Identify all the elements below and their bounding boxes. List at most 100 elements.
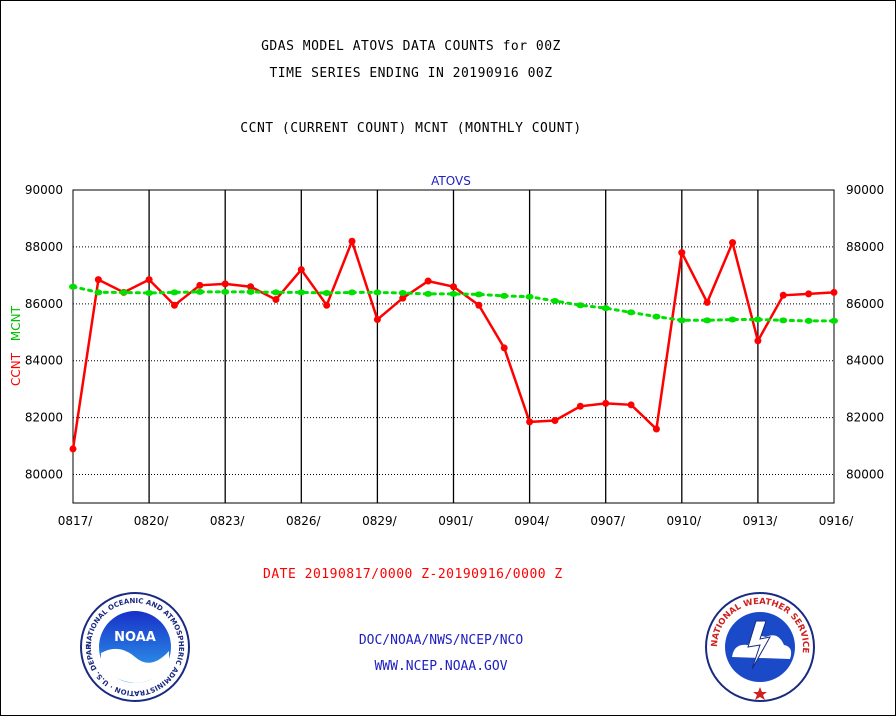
point-ccnt [373,315,381,323]
point-mcnt [297,289,306,296]
y-tick-label-right: 88000 [846,240,884,254]
point-mcnt [424,290,433,297]
point-ccnt [348,237,356,245]
point-mcnt [221,288,230,295]
noaa-logo-icon: NATIONAL OCEANIC AND ATMOSPHERIC ADMINIS… [79,591,190,702]
y-label-ccnt: CCNT [9,352,23,386]
x-tick-label: 0901/ [438,514,474,528]
y-tick-label-left: 86000 [25,297,63,311]
point-mcnt [576,302,585,309]
date-range: DATE 20190817/0000 Z-20190916/0000 Z [263,567,563,582]
point-mcnt [246,288,255,295]
title-line-2: TIME SERIES ENDING IN 20190916 00Z [269,66,553,81]
point-ccnt [805,290,813,298]
point-mcnt [119,289,128,296]
point-mcnt [830,317,838,324]
point-mcnt [652,313,661,320]
y-tick-label-right: 82000 [846,411,884,425]
y-tick-label-left: 82000 [25,411,63,425]
point-mcnt [525,293,534,300]
y-tick-label-right: 84000 [846,354,884,368]
point-ccnt [221,280,229,288]
point-ccnt [779,291,787,299]
point-mcnt [601,305,610,312]
point-ccnt [576,402,584,410]
point-ccnt [69,445,77,453]
point-ccnt [703,298,711,306]
point-ccnt [627,401,635,409]
point-ccnt [500,344,508,352]
point-mcnt [753,316,762,323]
x-tick-label: 0829/ [362,514,398,528]
y-axis-label: CCNT MCNT [9,305,23,386]
point-ccnt [247,283,255,291]
y-tick-label-left: 80000 [25,468,63,482]
point-ccnt [526,418,534,426]
x-tick-label: 0826/ [286,514,322,528]
point-mcnt [322,290,331,297]
point-mcnt [145,290,154,297]
point-ccnt [323,301,331,309]
point-ccnt [754,337,762,345]
point-mcnt [398,290,407,297]
nws-logo-icon: NATIONAL WEATHER SERVICE [705,592,815,702]
point-mcnt [728,316,737,323]
point-mcnt [500,292,509,299]
x-tick-label: 0907/ [590,514,626,528]
point-mcnt [677,317,686,324]
y-tick-label-left: 90000 [25,183,63,197]
footer-org: DOC/NOAA/NWS/NCEP/NCO [358,633,524,648]
x-tick-label: 0817/ [58,514,94,528]
x-tick-label: 0916/ [819,514,855,528]
point-ccnt [678,249,686,257]
point-ccnt [652,425,660,433]
y-tick-label-right: 86000 [846,297,884,311]
y-label-mcnt: MCNT [9,305,23,341]
point-ccnt [399,294,407,302]
point-ccnt [424,277,432,285]
point-mcnt [550,297,559,304]
x-tick-label: 0913/ [743,514,779,528]
point-mcnt [627,309,636,316]
plot-frame [72,189,835,504]
footer-url[interactable]: WWW.NCEP.NOAA.GOV [374,659,508,674]
point-ccnt [145,276,153,284]
point-ccnt [450,283,457,291]
y-tick-label-left: 84000 [25,354,63,368]
point-ccnt [475,301,483,309]
point-ccnt [170,301,178,309]
x-tick-label: 0904/ [514,514,550,528]
point-ccnt [94,276,102,284]
point-mcnt [373,289,382,296]
point-mcnt [348,289,357,296]
title-line-1: GDAS MODEL ATOVS DATA COUNTS for 00Z [261,39,561,54]
point-mcnt [195,288,204,295]
point-mcnt [804,317,813,324]
noaa-logo-text: NOAA [114,630,156,645]
svg-text:CCNT MCNT: CCNT MCNT [9,305,23,386]
point-ccnt [729,239,737,247]
point-mcnt [449,290,458,297]
point-mcnt [779,317,788,324]
point-mcnt [94,289,103,296]
y-tick-label-right: 80000 [846,468,884,482]
x-tick-label: 0820/ [134,514,170,528]
point-ccnt [602,399,610,407]
grid [73,189,834,503]
point-ccnt [272,296,280,304]
chart: 80000 80000 82000 82000 84000 84000 86000 86000… [9,174,884,528]
y-tick-label-left: 88000 [25,240,63,254]
title-line-3: CCNT (CURRENT COUNT) MCNT (MONTHLY COUNT… [240,121,582,136]
axes: 80000 80000 82000 82000 84000 84000 86000 86000… [25,183,884,528]
y-tick-label-right: 90000 [846,183,884,197]
point-mcnt [271,289,280,296]
point-ccnt [297,266,305,274]
point-ccnt [196,281,204,289]
x-tick-label: 0823/ [210,514,246,528]
series-layer [69,237,838,453]
point-ccnt [551,416,559,424]
point-mcnt [474,291,483,298]
point-ccnt [830,288,838,296]
point-mcnt [703,317,712,324]
